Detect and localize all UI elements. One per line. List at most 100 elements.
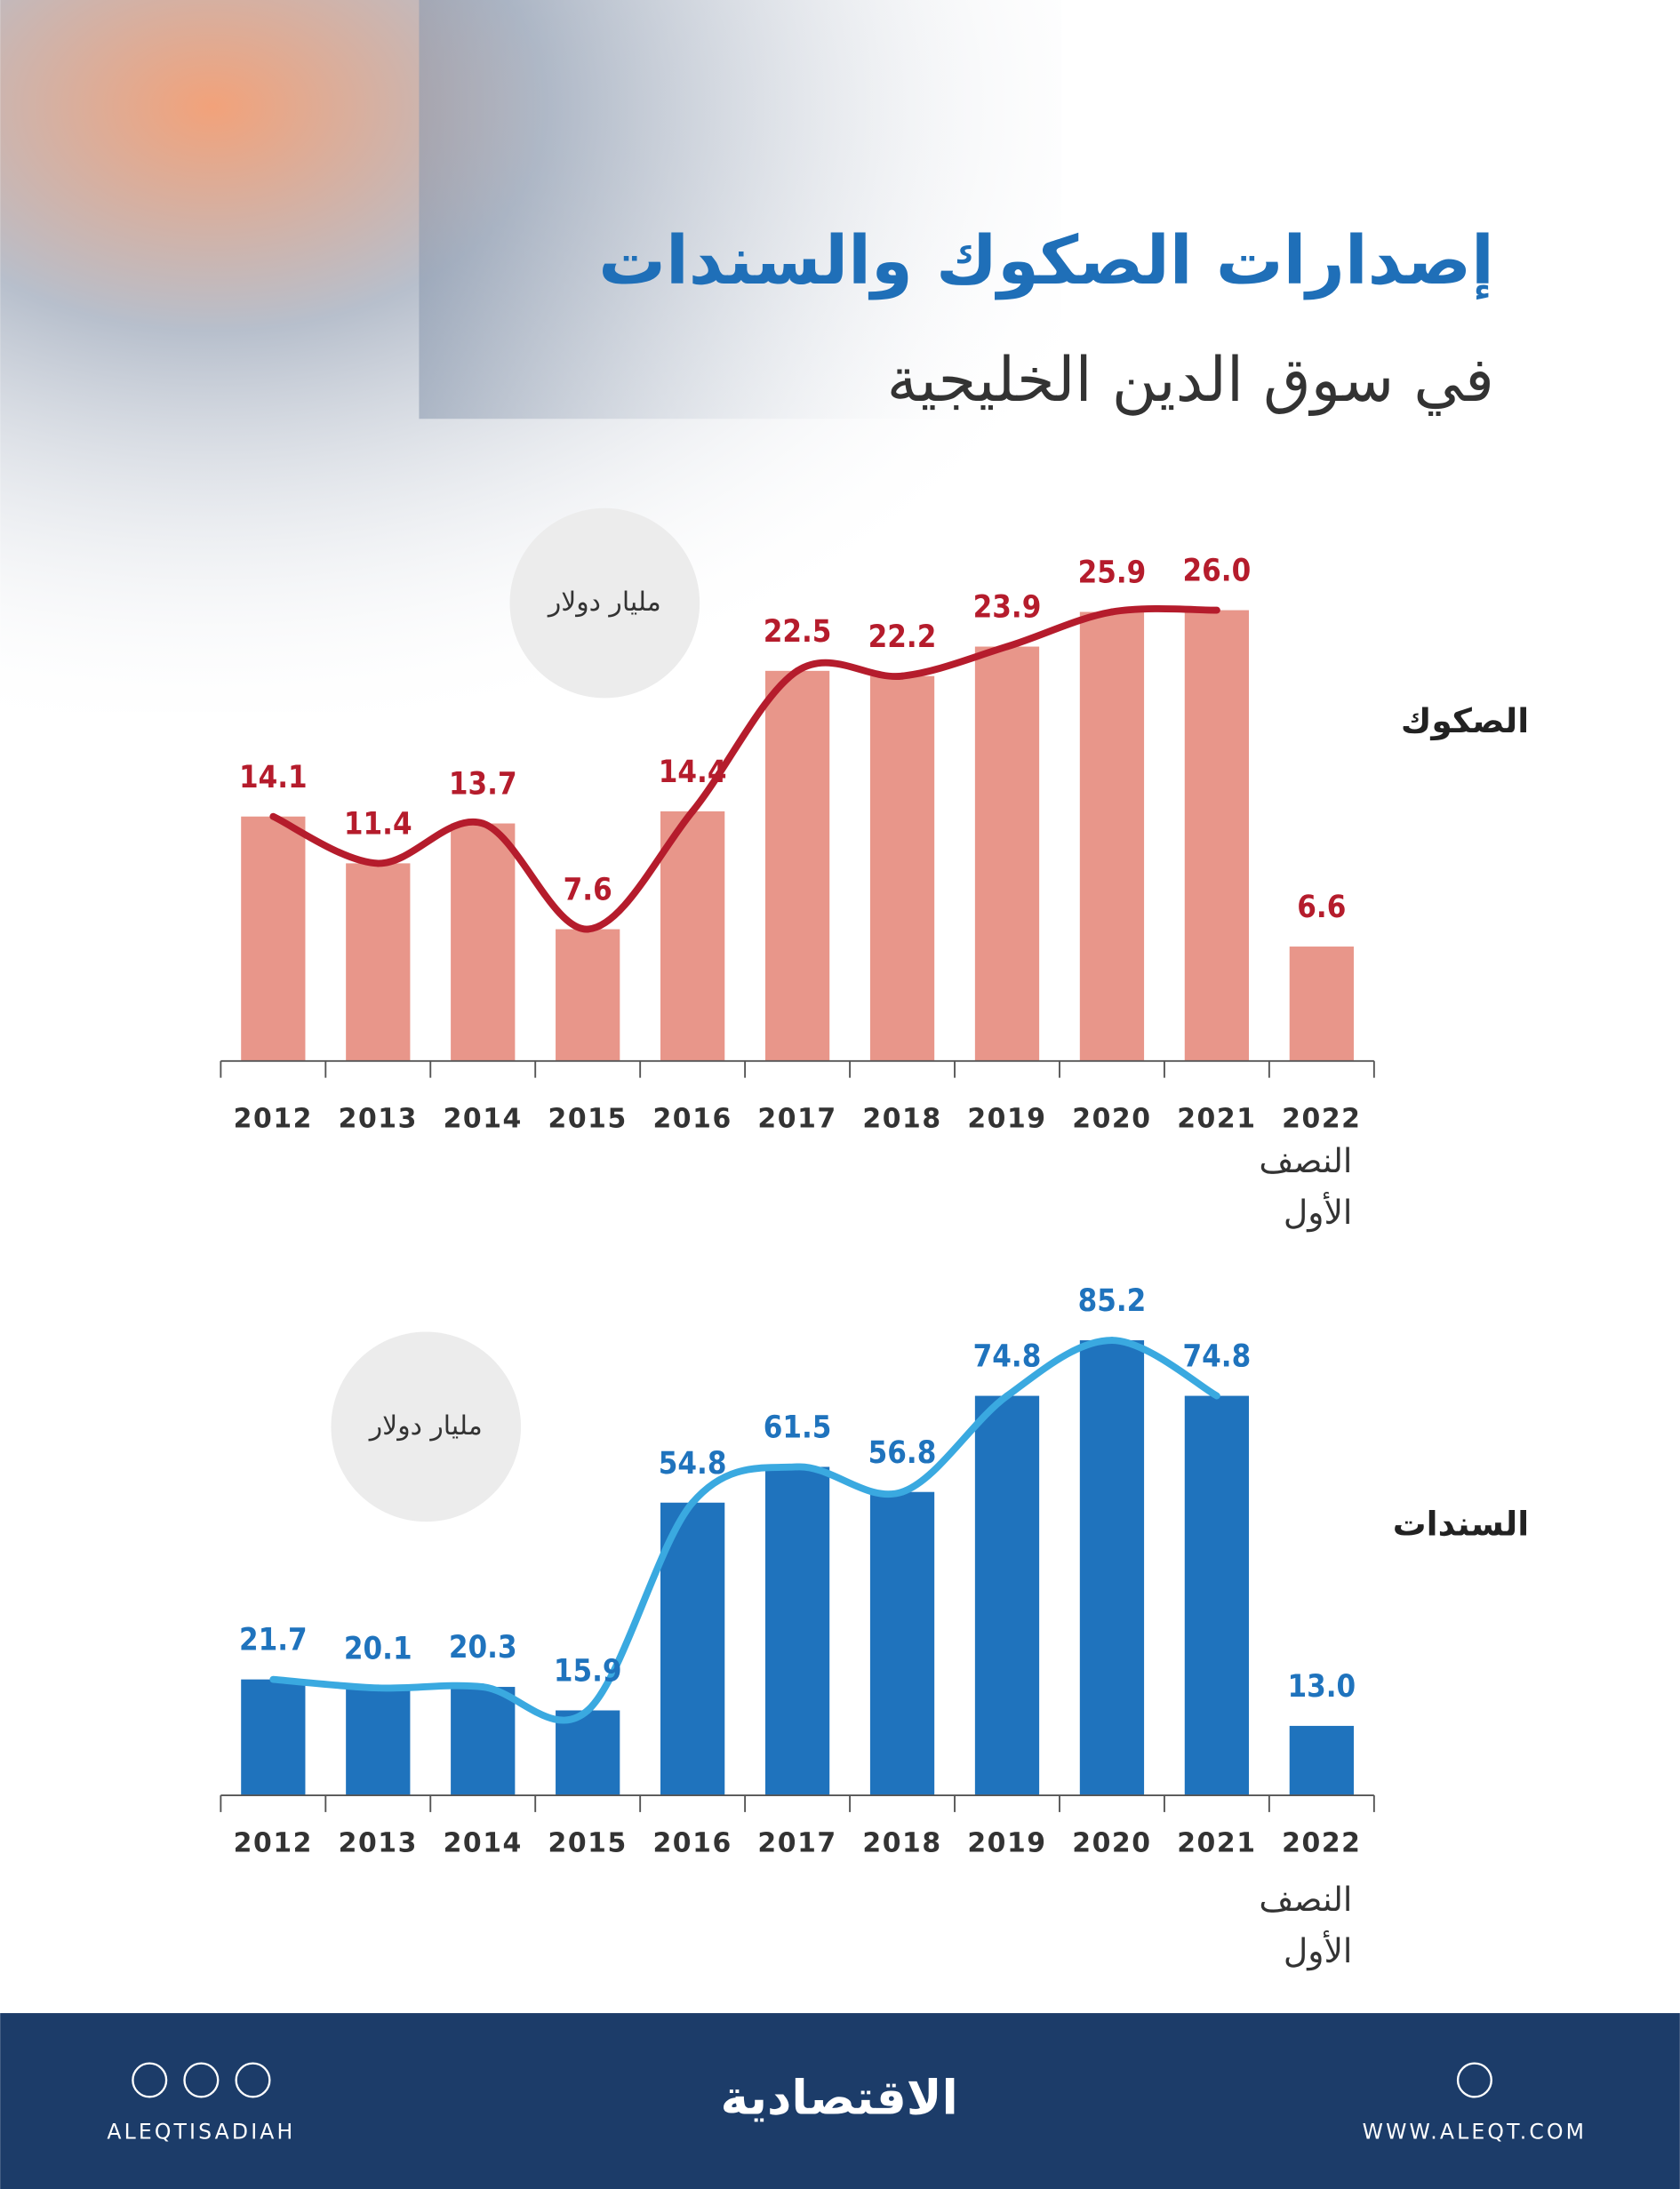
trend-line bbox=[479, 819, 592, 933]
x-tick-label: 2016 bbox=[652, 1828, 732, 1859]
x-tick-label: 2018 bbox=[862, 1828, 941, 1859]
footer-website: WWW.ALEQT.COM bbox=[1363, 2120, 1587, 2145]
value-label: 20.1 bbox=[344, 1631, 412, 1666]
bar bbox=[1289, 1725, 1354, 1796]
trend-line bbox=[269, 1675, 382, 1692]
bar bbox=[764, 1466, 830, 1796]
x-tick-label: 2020 bbox=[1072, 1828, 1151, 1859]
unit-badge bbox=[509, 507, 700, 699]
x-tick-label: 2016 bbox=[652, 1103, 732, 1134]
bar bbox=[869, 675, 935, 1061]
x-tick-label: 2013 bbox=[339, 1828, 418, 1859]
x-tick-label: 2013 bbox=[339, 1103, 418, 1134]
bar bbox=[556, 929, 620, 1061]
x-tick-label: 2019 bbox=[967, 1828, 1046, 1859]
category-note: النصف bbox=[1259, 1880, 1352, 1919]
trend-line bbox=[1108, 1337, 1220, 1400]
bar bbox=[1079, 611, 1145, 1061]
x-tick-label: 2017 bbox=[757, 1828, 836, 1859]
bar bbox=[1184, 1395, 1250, 1796]
value-label: 21.7 bbox=[239, 1623, 308, 1658]
trend-line bbox=[374, 1682, 487, 1692]
footer bbox=[0, 2013, 1680, 2189]
bar bbox=[346, 1688, 411, 1796]
x-tick-label: 2019 bbox=[967, 1103, 1046, 1134]
value-label: 22.5 bbox=[764, 614, 832, 650]
x-tick-label: 2014 bbox=[444, 1828, 523, 1859]
value-label: 7.6 bbox=[564, 873, 612, 908]
x-tick-label: 2022 bbox=[1282, 1828, 1361, 1859]
trend-line bbox=[689, 1463, 802, 1506]
value-label: 85.2 bbox=[1078, 1283, 1147, 1319]
trend-line bbox=[269, 812, 382, 867]
value-label: 74.8 bbox=[1183, 1339, 1252, 1375]
value-label: 61.5 bbox=[764, 1410, 832, 1446]
bar bbox=[451, 823, 516, 1061]
x-tick-label: 2021 bbox=[1177, 1103, 1256, 1134]
bar bbox=[660, 811, 725, 1061]
trend-line bbox=[584, 1498, 697, 1714]
footer-handle: ALEQTISADIAH bbox=[107, 2120, 295, 2145]
trend-line bbox=[899, 1392, 1011, 1496]
web-icon[interactable] bbox=[1456, 2062, 1492, 2098]
value-label: 26.0 bbox=[1183, 554, 1252, 589]
trend-line bbox=[689, 667, 802, 815]
x-tick-label: 2020 bbox=[1072, 1103, 1151, 1134]
value-label: 13.0 bbox=[1288, 1669, 1356, 1705]
x-tick-label: 2012 bbox=[234, 1103, 313, 1134]
bar bbox=[660, 1502, 725, 1796]
x-tick-label: 2021 bbox=[1177, 1828, 1256, 1859]
value-label: 54.8 bbox=[659, 1446, 727, 1482]
x-tick-label: 2012 bbox=[234, 1828, 313, 1859]
x-tick-label: 2022 bbox=[1282, 1103, 1361, 1134]
trend-line bbox=[1004, 1337, 1116, 1400]
unit-label: مليار دولار bbox=[547, 587, 661, 618]
title: إصدارات الصكوك والسندات bbox=[598, 221, 1494, 300]
bar bbox=[1079, 1340, 1145, 1796]
bar bbox=[974, 646, 1040, 1061]
value-label: 11.4 bbox=[344, 806, 412, 842]
twitter-icon[interactable] bbox=[235, 2062, 271, 2098]
background-city bbox=[419, 0, 1006, 419]
value-label: 22.2 bbox=[868, 619, 937, 655]
trend-line bbox=[479, 1683, 592, 1724]
value-label: 14.4 bbox=[659, 755, 727, 790]
category-note: الأول bbox=[1284, 1192, 1353, 1233]
value-label: 56.8 bbox=[868, 1435, 937, 1471]
category-note: النصف bbox=[1259, 1141, 1352, 1180]
bar bbox=[241, 1679, 306, 1796]
bar bbox=[974, 1395, 1040, 1796]
bar bbox=[556, 1710, 620, 1796]
x-tick-label: 2017 bbox=[757, 1103, 836, 1134]
bar bbox=[1289, 947, 1354, 1061]
trend-line bbox=[794, 1463, 906, 1498]
x-tick-label: 2018 bbox=[862, 1103, 941, 1134]
value-label: 15.9 bbox=[554, 1654, 622, 1690]
value-label: 6.6 bbox=[1297, 890, 1346, 925]
series-label: الصكوك bbox=[1401, 701, 1529, 740]
series-label: السندات bbox=[1393, 1504, 1529, 1543]
bar bbox=[869, 1491, 935, 1796]
unit-badge bbox=[331, 1331, 522, 1522]
category-note: الأول bbox=[1284, 1930, 1353, 1971]
x-tick-label: 2014 bbox=[444, 1103, 523, 1134]
value-label: 14.1 bbox=[239, 760, 308, 795]
trend-line bbox=[374, 818, 487, 867]
value-label: 13.7 bbox=[449, 767, 517, 803]
unit-label: مليار دولار bbox=[368, 1410, 483, 1442]
subtitle: في سوق الدين الخليجية bbox=[887, 345, 1494, 416]
bar bbox=[764, 670, 830, 1061]
trend-line bbox=[1004, 608, 1116, 651]
bar bbox=[241, 816, 306, 1061]
instagram-icon[interactable] bbox=[132, 2062, 168, 2098]
value-label: 74.8 bbox=[973, 1339, 1042, 1375]
value-label: 23.9 bbox=[973, 590, 1042, 626]
facebook-icon[interactable] bbox=[183, 2062, 220, 2098]
x-tick-label: 2015 bbox=[548, 1103, 628, 1134]
value-label: 20.3 bbox=[449, 1630, 517, 1666]
trend-line bbox=[584, 807, 697, 933]
trend-line bbox=[899, 643, 1011, 680]
bar bbox=[451, 1687, 516, 1796]
